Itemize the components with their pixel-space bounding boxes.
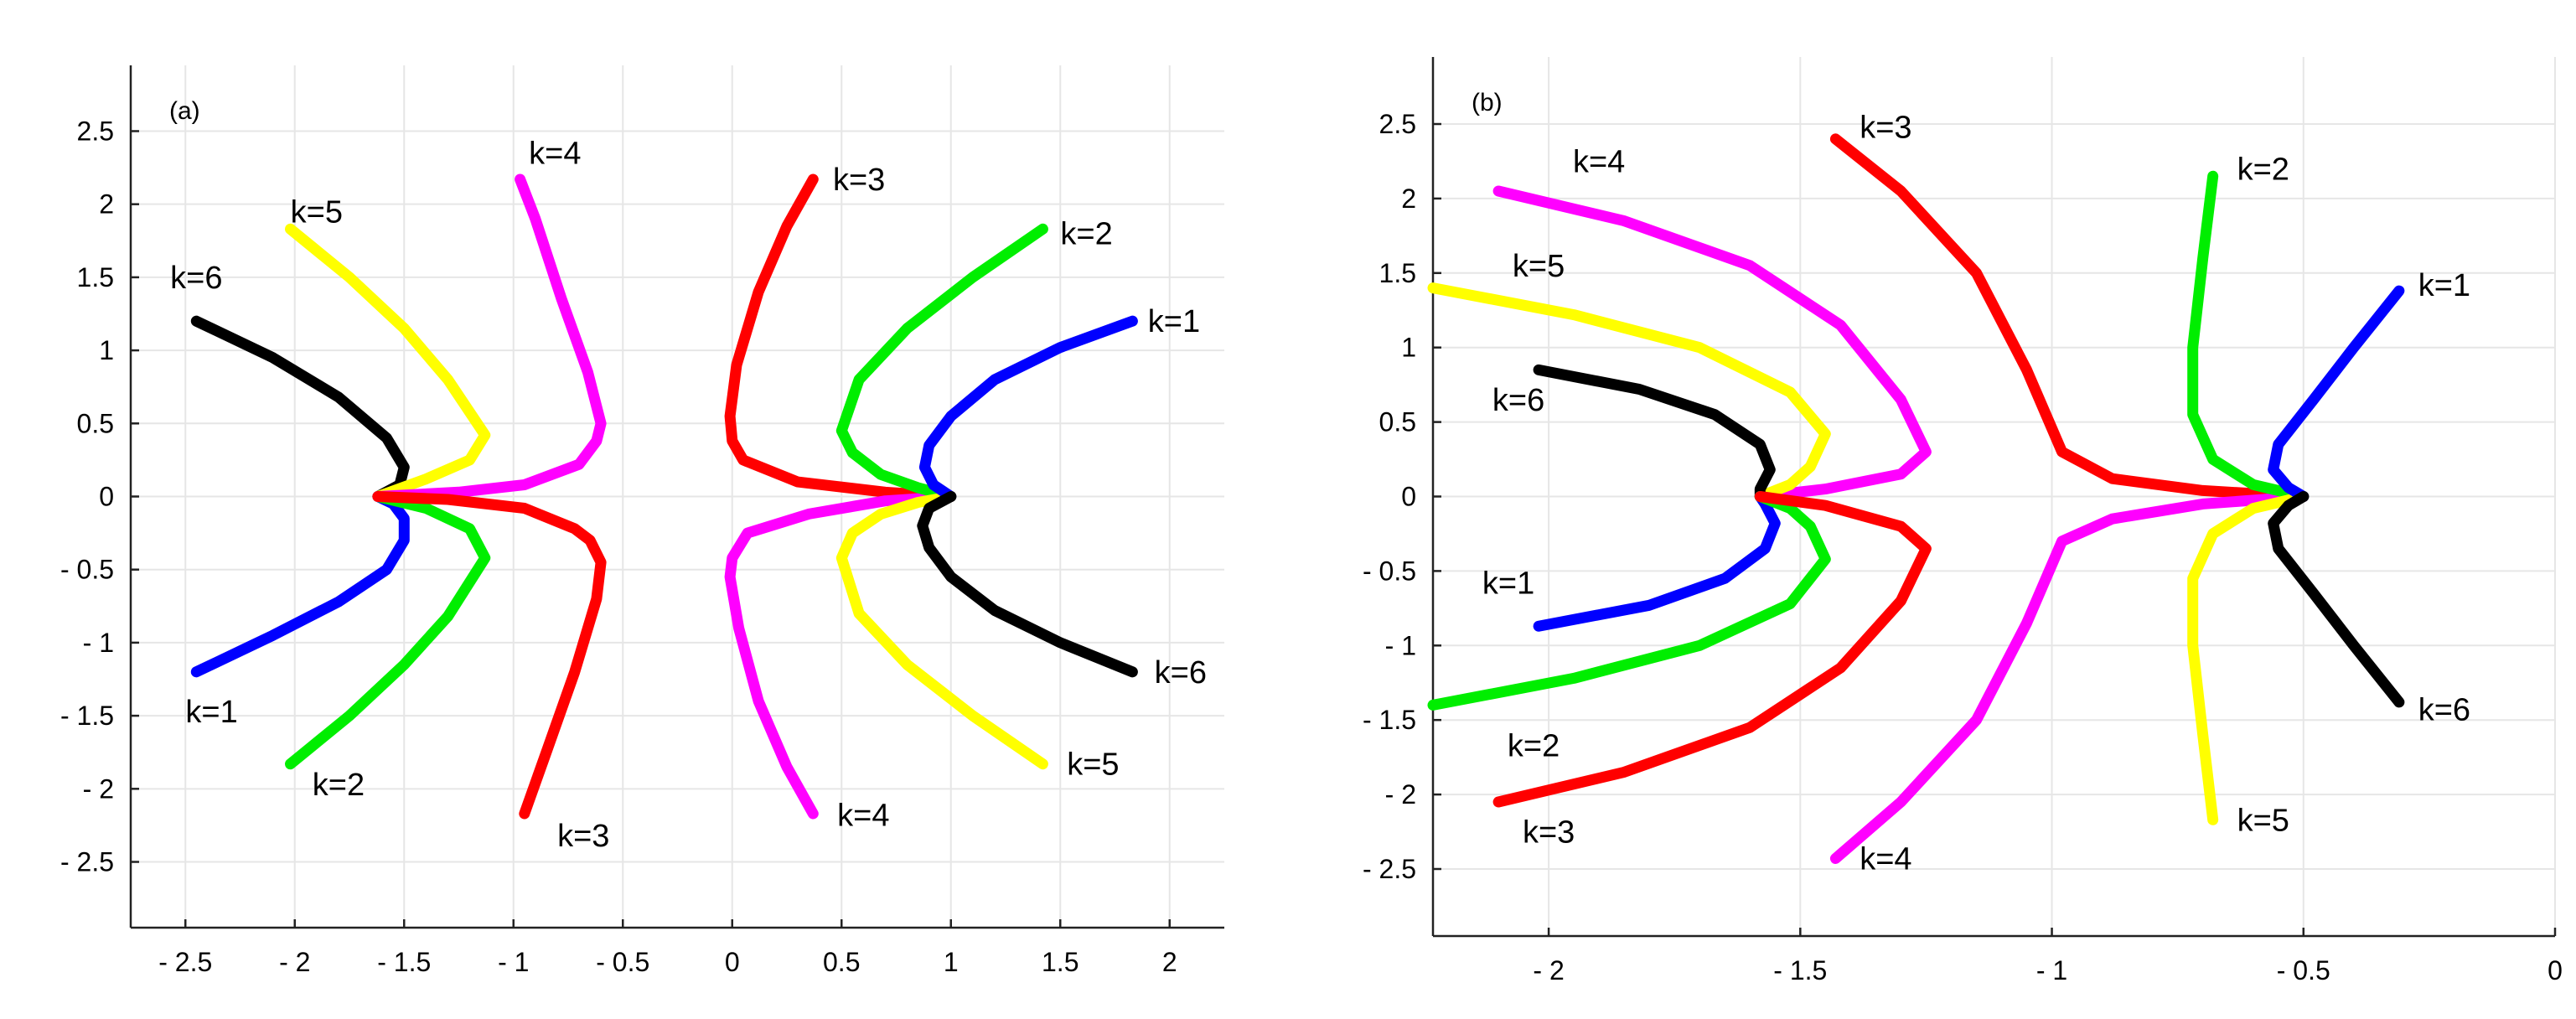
- b-panel-label: (b): [1472, 89, 1503, 116]
- a-curve-red-6: [724, 173, 957, 502]
- b-curve-black-2: [1533, 364, 1776, 502]
- a-x-tick-label: 0: [725, 947, 740, 977]
- b-curve-label: k=1: [2418, 268, 2470, 303]
- a-y-tick-label: 1.5: [77, 262, 114, 292]
- a-curve-label: k=3: [833, 163, 885, 198]
- a-y-tick-label: - 2: [83, 773, 114, 804]
- a-curve-blue-1: [190, 491, 410, 678]
- b-y-tick-label: - 2: [1385, 779, 1416, 810]
- a-x-tick-label: - 2: [279, 947, 310, 977]
- a-curve-magenta-4: [372, 173, 607, 502]
- panel-b-chart: - 2 - 1.5 - 1 - 0.5 0 - 2.5 - 2 - 1.5 - 1 - 0.5 0 0…: [1363, 57, 2563, 985]
- b-y-tick-label: - 1: [1385, 630, 1416, 660]
- a-curve-red-5: [372, 491, 607, 820]
- b-x-tick-label: - 2: [1533, 955, 1564, 985]
- a-curve-label: k=2: [1060, 217, 1112, 252]
- a-curve-label: k=2: [313, 768, 365, 803]
- a-curve-black-11: [917, 491, 1138, 678]
- a-curve-label: k=1: [185, 695, 237, 730]
- a-curve-label: k=5: [291, 194, 343, 230]
- b-curve-label: k=6: [1492, 383, 1544, 418]
- a-curve-label: k=6: [1155, 655, 1207, 691]
- a-curve-label: k=6: [170, 261, 222, 296]
- panel-a-chart: - 2.5 - 2 - 1.5 - 1 - 0.5 0 0.5 1 1.5 2 - 2.5 - 2 - …: [60, 65, 1224, 977]
- a-curve-yellow-9: [835, 491, 1048, 770]
- b-x-tick-label: - 0.5: [2277, 955, 2330, 985]
- b-curve-green-4: [1427, 491, 1831, 711]
- b-curve-label: k=3: [1860, 111, 1911, 146]
- b-curve-magenta-0: [1492, 185, 1932, 502]
- a-curve-label: k=4: [837, 799, 889, 834]
- a-x-tick-label: - 1: [498, 947, 529, 977]
- b-curve-label: k=6: [2418, 693, 2470, 728]
- a-y-tick-label: - 0.5: [60, 555, 114, 585]
- a-x-tick-label: 0.5: [823, 947, 860, 977]
- a-x-tick-label: - 1.5: [377, 947, 431, 977]
- b-curve-label: k=4: [1573, 144, 1625, 179]
- b-curve-yellow-1: [1427, 282, 1831, 502]
- a-x-tick-label: 1.5: [1042, 947, 1079, 977]
- a-curve-label: k=1: [1148, 304, 1200, 339]
- a-y-tick-label: 0: [99, 482, 114, 512]
- b-curve-green-8: [2187, 170, 2310, 502]
- a-x-tick-label: 1: [944, 947, 959, 977]
- b-curve-label: k=5: [2237, 803, 2289, 838]
- a-y-tick-label: - 1: [83, 628, 114, 658]
- a-x-tick-label: - 0.5: [596, 947, 649, 977]
- a-y-tick-label: - 1.5: [60, 701, 114, 731]
- b-y-tick-label: 1: [1401, 333, 1416, 363]
- b-y-tick-label: - 2.5: [1363, 854, 1416, 884]
- b-curve-label: k=3: [1523, 815, 1575, 851]
- b-curve-red-5: [1492, 491, 1932, 808]
- a-curve-blue-10: [918, 315, 1138, 502]
- b-curve-label: k=4: [1860, 842, 1911, 877]
- b-x-tick-label: - 1.5: [1773, 955, 1827, 985]
- b-y-tick-label: 0.5: [1379, 407, 1416, 437]
- a-panel-label: (a): [169, 97, 200, 125]
- a-y-tick-label: 2: [99, 189, 114, 220]
- b-y-tick-label: 2.5: [1379, 109, 1416, 139]
- a-x-tick-label: - 2.5: [158, 947, 212, 977]
- b-curve-red-6: [1829, 133, 2310, 502]
- b-curve-blue-3: [1533, 491, 1781, 632]
- a-y-tick-label: 0.5: [77, 408, 114, 438]
- a-y-tick-label: 1: [99, 335, 114, 365]
- a-x-tick-label: 2: [1162, 947, 1177, 977]
- a-y-tick-label: - 2.5: [60, 847, 114, 877]
- a-y-tick-label: 2.5: [77, 116, 114, 146]
- b-y-tick-label: 2: [1401, 184, 1416, 214]
- b-curve-label: k=2: [2237, 152, 2289, 187]
- b-curve-label: k=5: [1513, 249, 1565, 284]
- a-curve-magenta-7: [724, 491, 957, 820]
- b-x-tick-label: - 1: [2036, 955, 2067, 985]
- b-y-tick-label: 1.5: [1379, 258, 1416, 288]
- b-curve-yellow-9: [2187, 491, 2310, 825]
- b-curve-magenta-7: [1829, 491, 2310, 864]
- b-curve-label: k=2: [1508, 728, 1560, 763]
- a-curve-green-8: [835, 223, 1048, 502]
- b-curve-blue-10: [2268, 285, 2405, 502]
- a-curve-label: k=3: [557, 819, 609, 854]
- b-x-tick-label: 0: [2548, 955, 2563, 985]
- b-y-tick-label: - 1.5: [1363, 705, 1416, 735]
- b-y-tick-label: 0: [1401, 482, 1416, 512]
- a-curve-green-3: [285, 491, 491, 770]
- a-curve-label: k=4: [529, 137, 581, 172]
- a-curve-label: k=5: [1067, 747, 1119, 783]
- b-curve-black-11: [2268, 491, 2405, 708]
- a-curve-black-0: [190, 315, 410, 502]
- b-y-tick-label: - 0.5: [1363, 556, 1416, 586]
- a-curve-yellow-2: [285, 223, 491, 502]
- b-curve-label: k=1: [1482, 566, 1534, 602]
